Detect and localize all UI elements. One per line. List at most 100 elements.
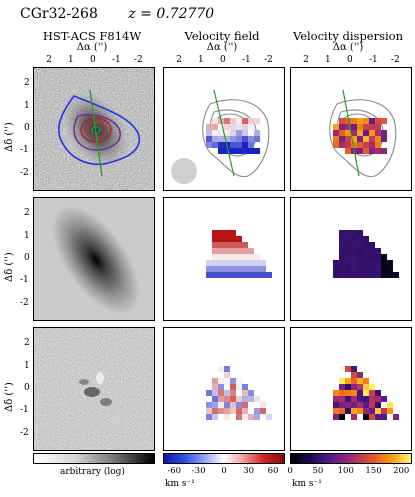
map-pixel (345, 266, 351, 272)
map-pixel (369, 266, 375, 272)
map-pixel (254, 408, 260, 414)
map-pixel (212, 124, 218, 130)
map-pixel (242, 148, 248, 154)
map-pixel (248, 390, 254, 396)
cbd-ticks-2: 50 (312, 466, 324, 476)
map-pixel (206, 266, 212, 272)
x-tick-c2-3: 0 (220, 55, 226, 65)
map-pixel (357, 124, 363, 130)
object-name: CGr32-268 (20, 6, 98, 22)
map-pixel (357, 254, 363, 260)
map-pixel (218, 254, 224, 260)
map-pixel (242, 414, 248, 420)
map-pixel (248, 260, 254, 266)
map-pixel (333, 136, 339, 142)
map-pixel (212, 402, 218, 408)
map-pixel (224, 384, 230, 390)
map-pixel (375, 248, 381, 254)
map-pixel (212, 242, 218, 248)
map-pixel (333, 408, 339, 414)
map-pixel (381, 396, 387, 402)
map-pixel (254, 272, 260, 278)
map-pixel (212, 230, 218, 236)
map-pixel (236, 248, 242, 254)
map-pixel (236, 266, 242, 272)
map-pixel (363, 148, 369, 154)
map-pixel (357, 148, 363, 154)
map-pixel (339, 260, 345, 266)
map-pixel (333, 142, 339, 148)
map-pixel (224, 272, 230, 278)
map-pixel (345, 230, 351, 236)
map-pixel (230, 378, 236, 384)
map-pixel (236, 260, 242, 266)
map-pixel (381, 266, 387, 272)
map-pixel (236, 408, 242, 414)
map-pixel (363, 402, 369, 408)
x-tick-c3-1: 2 (303, 55, 309, 65)
map-pixel (345, 402, 351, 408)
map-pixel (254, 148, 260, 154)
map-pixel (248, 142, 254, 148)
cbd-ticks-1: 0 (287, 466, 293, 476)
map-pixel (351, 272, 357, 278)
map-pixel (345, 384, 351, 390)
map-pixel (345, 254, 351, 260)
map-pixel (339, 402, 345, 408)
y-tick-r2-3: 0 (24, 253, 30, 263)
map-pixel (248, 272, 254, 278)
map-pixel (224, 118, 230, 124)
map-pixel (212, 272, 218, 278)
map-pixel (230, 130, 236, 136)
map-pixel (206, 130, 212, 136)
map-pixel (242, 242, 248, 248)
map-pixel (351, 124, 357, 130)
map-pixel (339, 384, 345, 390)
x-tick-c1-3: 0 (90, 55, 96, 65)
map-pixel (363, 408, 369, 414)
cbd-ticks-4: 150 (365, 466, 382, 476)
map-pixel (345, 142, 351, 148)
map-pixel (375, 130, 381, 136)
col3-title: Velocity dispersion (292, 29, 404, 43)
cbv-ticks-1: -60 (167, 466, 182, 476)
map-pixel (212, 118, 218, 124)
map-pixel (224, 236, 230, 242)
map-pixel (345, 366, 351, 372)
map-pixel (248, 118, 254, 124)
map-pixel (230, 254, 236, 260)
map-pixel (218, 142, 224, 148)
map-pixel (212, 130, 218, 136)
map-pixel (212, 378, 218, 384)
map-pixel (345, 408, 351, 414)
map-pixel (393, 414, 399, 420)
map-pixel (345, 130, 351, 136)
map-pixel (260, 408, 266, 414)
map-pixel (230, 260, 236, 266)
map-pixel (351, 414, 357, 420)
y-tick-r2-1: 2 (24, 208, 30, 219)
map-pixel (351, 142, 357, 148)
map-pixel (369, 118, 375, 124)
map-pixel (212, 142, 218, 148)
map-pixel (363, 266, 369, 272)
y-tick-r3-5: -2 (20, 427, 29, 438)
map-pixel (224, 242, 230, 248)
map-pixel (339, 242, 345, 248)
map-pixel (236, 242, 242, 248)
map-pixel (236, 402, 242, 408)
map-pixel (357, 384, 363, 390)
map-pixel (212, 136, 218, 142)
map-pixel (206, 402, 212, 408)
map-pixel (375, 118, 381, 124)
row1-ylabel: Δδ ('') (4, 122, 15, 152)
map-pixel (357, 272, 363, 278)
map-pixel (363, 124, 369, 130)
map-pixel (248, 266, 254, 272)
map-pixel (345, 242, 351, 248)
map-pixel (212, 396, 218, 402)
map-pixel (363, 414, 369, 420)
map-pixel (212, 414, 218, 420)
map-pixel (230, 408, 236, 414)
map-pixel (381, 130, 387, 136)
